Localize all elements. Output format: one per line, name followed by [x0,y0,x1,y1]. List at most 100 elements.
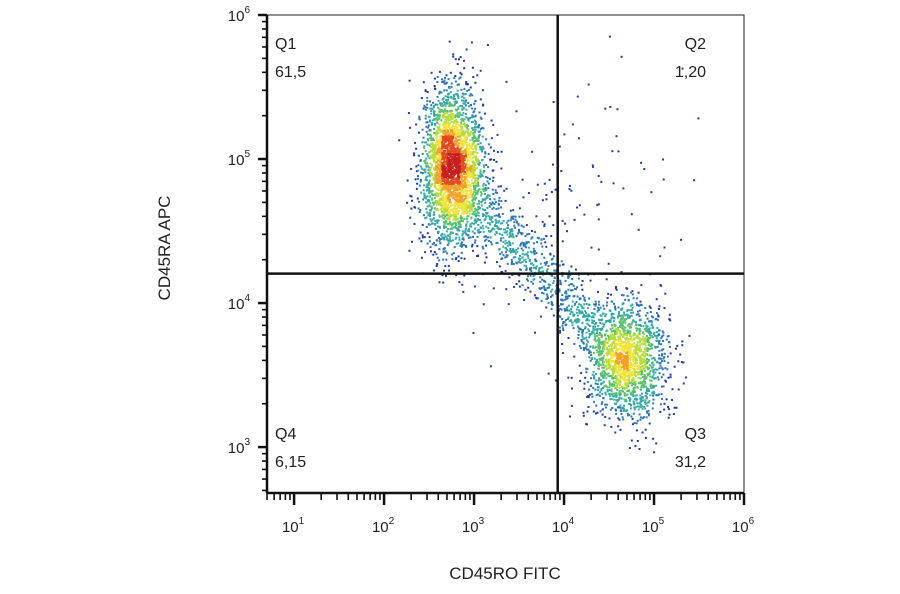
event-dot [437,156,440,159]
event-dot [427,126,430,129]
event-dot [615,349,618,352]
event-dot [591,319,594,322]
event-dot [592,345,595,348]
event-dot [621,307,624,310]
event-dot [596,411,599,414]
event-dot [495,214,498,217]
event-dot [464,193,467,196]
event-dot [642,376,644,378]
event-dot [475,221,477,224]
event-dot [562,327,565,330]
event-dot [620,294,623,297]
event-dot [610,425,613,428]
event-dot [631,417,634,420]
event-dot [415,147,418,150]
event-dot [633,348,636,351]
event-dot [606,389,609,392]
event-dot [604,415,607,418]
event-dot [465,124,468,127]
event-dot [596,386,599,389]
event-dot [605,403,608,406]
event-dot [472,161,475,164]
event-dot [455,242,458,245]
event-dot [610,345,613,348]
event-dot [425,176,428,179]
event-dot [468,94,471,97]
event-dot [628,382,631,385]
event-dot [495,160,498,163]
event-dot [540,287,543,290]
event-dot [455,134,458,137]
event-dot [433,173,436,176]
event-dot [576,95,579,98]
event-dot [461,130,464,133]
event-dot [436,209,439,212]
event-dot [474,178,477,181]
event-dot [624,372,627,375]
event-dot [620,362,623,365]
event-dot [472,196,475,199]
event-dot [426,205,429,208]
event-dot [606,348,609,351]
event-dot [547,265,550,267]
event-dot [450,139,453,142]
event-dot [592,346,594,349]
event-dot [611,347,613,350]
event-dot [524,258,527,261]
event-dot [467,234,470,237]
event-dot [523,259,526,262]
event-dot [591,164,594,167]
event-dot [475,167,478,170]
event-dot [623,362,626,365]
event-dot [668,318,671,321]
event-dot [475,159,477,162]
event-dot [614,308,617,311]
event-dot [469,93,472,96]
event-dot [604,341,607,344]
event-dot [461,245,463,248]
event-dot [661,360,663,363]
event-dot [628,341,630,344]
event-dot [456,131,459,134]
event-dot [655,334,658,337]
event-dot [638,327,641,330]
event-dot [663,246,666,249]
event-dot [474,162,477,165]
event-dot [431,193,434,196]
event-dot [612,338,615,341]
event-dot [600,374,603,377]
event-dot [430,166,433,169]
event-dot [479,146,481,149]
event-dot [592,327,595,330]
event-dot [596,327,599,330]
event-dot [459,105,462,107]
event-dot [578,303,580,306]
event-dot [526,251,529,254]
event-dot [479,170,482,173]
event-dot [615,399,618,402]
event-dot [516,220,518,223]
event-dot [630,366,633,369]
event-dot [497,221,500,224]
event-dot [443,179,446,182]
event-dot [629,326,631,329]
event-dot [647,414,650,417]
event-dot [493,214,496,217]
event-dot [466,215,469,218]
event-dot [463,67,466,70]
event-dot [642,325,645,328]
event-dot [660,357,663,360]
event-dot [453,77,456,80]
event-dot [454,80,457,83]
event-dot [411,240,413,243]
event-dot [444,129,447,132]
event-dot [531,262,534,265]
event-dot [632,353,634,356]
event-dot [644,382,647,385]
event-dot [457,194,460,197]
event-dot [595,363,597,366]
event-dot [440,183,443,186]
event-dot [450,115,453,118]
event-dot [448,269,450,272]
event-dot [433,113,436,116]
